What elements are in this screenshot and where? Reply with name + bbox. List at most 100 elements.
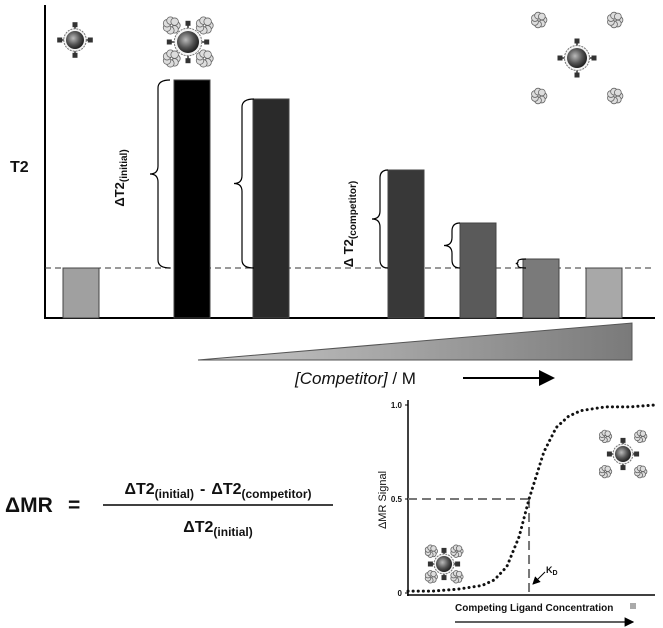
ligand: [427, 561, 433, 567]
brace: [371, 169, 389, 269]
protein-icon: [599, 429, 613, 444]
curve-x-label: Competing Ligand Concentration: [455, 603, 613, 614]
symbol: K: [546, 565, 553, 575]
ligand: [57, 37, 63, 43]
protein-icon: [424, 570, 438, 584]
bar: [173, 79, 211, 319]
protein-blob: [455, 570, 463, 578]
symbol: ΔT2: [211, 481, 241, 498]
protein-blob: [604, 430, 611, 437]
delta-initial-label: ΔT2(initial): [112, 149, 130, 206]
protein-icon: [531, 11, 548, 29]
protein-icon: [195, 16, 214, 35]
protein-blob: [430, 570, 437, 578]
symbol: ΔT2: [125, 481, 155, 498]
protein-icon: [599, 464, 613, 479]
protein-icon: [607, 11, 624, 29]
symbol: Δ T2: [341, 239, 356, 267]
x-unit: / M: [388, 369, 416, 388]
brace: [149, 79, 171, 269]
ligand: [455, 561, 461, 567]
protein-blob: [170, 17, 179, 26]
kd-arrow: [532, 571, 546, 585]
core: [615, 446, 631, 462]
x-label-text: [Competitor]: [294, 369, 389, 388]
ligand: [72, 22, 78, 28]
subscript: D: [553, 570, 558, 577]
protein-icon: [531, 87, 548, 105]
protein-blob: [604, 465, 611, 472]
y-tick-label: 0: [398, 589, 403, 598]
protein-icon: [634, 464, 648, 479]
nanoparticle-icon: [557, 38, 597, 78]
nanoparticle-icon: [166, 20, 210, 64]
delta-competitor-label: Δ T2(competitor): [341, 181, 359, 267]
protein-blob: [455, 545, 463, 552]
symbol: ΔT2: [112, 182, 127, 207]
protein-icon: [162, 16, 181, 35]
ligand: [166, 39, 172, 45]
kd-label: KD: [546, 565, 558, 577]
ligand: [574, 38, 580, 44]
protein-icon: [195, 49, 214, 68]
nanoparticle-icon: [57, 22, 93, 58]
legend-swatch: [630, 603, 636, 609]
brace: [233, 98, 255, 269]
ligand: [606, 451, 612, 457]
subscript: (initial): [155, 487, 194, 501]
denominator: ΔT2(initial): [183, 519, 253, 539]
bar: [459, 222, 497, 319]
nanoparticle-icon: [427, 547, 461, 581]
protein-icon: [162, 49, 181, 68]
protein-blob: [170, 50, 179, 59]
numerator: ΔT2(initial) - ΔT2(competitor): [125, 481, 312, 501]
ligand: [620, 437, 626, 443]
bar: [252, 98, 290, 319]
bar: [62, 267, 100, 319]
protein-blob: [614, 12, 622, 21]
subscript: (initial): [213, 525, 252, 539]
protein-icon: [634, 429, 648, 444]
brace: [443, 222, 461, 269]
bar: [522, 258, 560, 319]
equation-lhs: ΔMR: [5, 494, 53, 517]
core: [567, 48, 587, 68]
core: [436, 556, 452, 572]
ligand: [204, 39, 210, 45]
ligand: [574, 72, 580, 78]
ligand: [185, 58, 191, 64]
x-label: [Competitor] / M: [294, 369, 416, 388]
subscript: (competitor): [242, 487, 312, 501]
protein-blob: [203, 50, 212, 59]
core: [177, 31, 199, 53]
minus: -: [200, 481, 205, 498]
ligand: [591, 55, 597, 61]
protein-blob: [538, 12, 546, 21]
subscript: (initial): [119, 149, 130, 182]
protein-icon: [607, 87, 624, 105]
curve-y-label: ΔMR Signal: [377, 471, 389, 529]
ligand: [634, 451, 640, 457]
ligand: [441, 547, 447, 553]
ligand: [72, 52, 78, 58]
protein-blob: [430, 545, 437, 552]
protein-blob: [538, 88, 546, 97]
sigmoid-curve: [406, 403, 657, 593]
core: [66, 31, 84, 49]
nanoparticle-icon: [606, 437, 640, 471]
y-label: T2: [10, 159, 29, 176]
protein-blob: [203, 17, 212, 26]
protein-icon: [450, 570, 464, 584]
protein-icon: [450, 544, 464, 558]
ligand: [441, 575, 447, 581]
bar: [387, 169, 425, 319]
ligand: [185, 20, 191, 26]
ligand: [557, 55, 563, 61]
equation-equals: =: [68, 494, 80, 517]
y-tick-label: 1.0: [391, 401, 403, 410]
protein-blob: [639, 465, 647, 472]
ligand: [620, 465, 626, 471]
y-tick-label: 0.5: [391, 495, 403, 504]
protein-blob: [614, 88, 622, 97]
